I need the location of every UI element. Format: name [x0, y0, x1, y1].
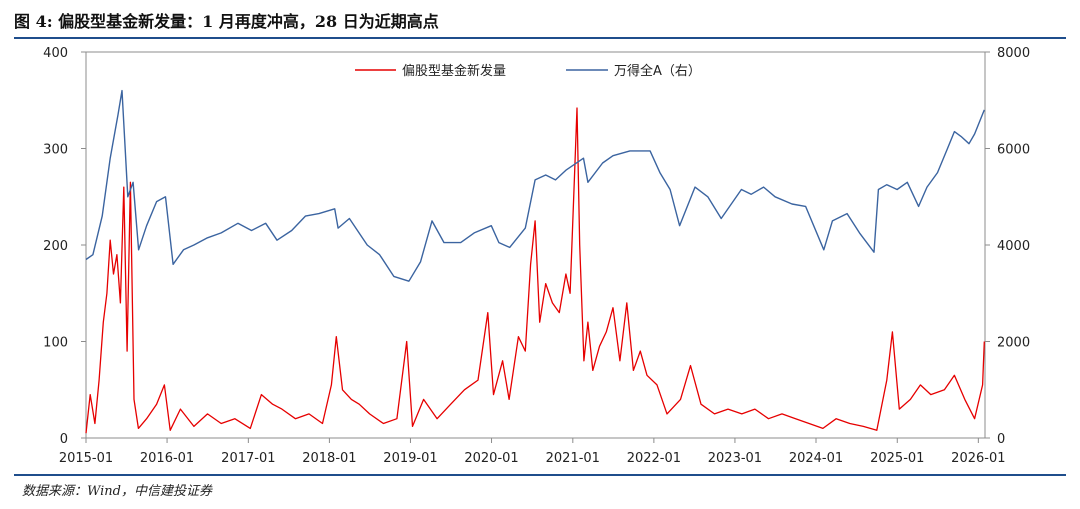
chart-series	[85, 89, 985, 434]
series-line-index	[85, 89, 985, 282]
x-tick-label: 2025-01	[870, 451, 924, 466]
series-line-fund	[85, 107, 985, 434]
y-left-tick-label: 400	[43, 46, 68, 61]
legend-label: 偏股型基金新发量	[402, 63, 506, 79]
chart-legend: 偏股型基金新发量 万得全A（右）	[355, 63, 701, 79]
plot-frame	[85, 51, 986, 439]
y-left-tick-label: 200	[43, 239, 68, 254]
x-tick-label: 2016-01	[140, 451, 194, 466]
x-tick-label: 2020-01	[464, 451, 518, 466]
title-rule	[14, 37, 1066, 39]
x-tick-label: 2021-01	[546, 451, 600, 466]
source-note: 数据来源：Wind，中信建投证券	[22, 484, 212, 499]
x-tick-label: 2023-01	[708, 451, 762, 466]
y-right-tick-label: 0	[997, 432, 1005, 447]
y-left-tick-label: 0	[60, 432, 68, 447]
x-tick-label: 2015-01	[59, 451, 113, 466]
legend-label: 万得全A（右）	[614, 63, 701, 79]
y-left-tick-label: 100	[43, 336, 68, 351]
y-left-tick-label: 300	[43, 143, 68, 158]
x-tick-label: 2024-01	[789, 451, 843, 466]
y-right-tick-label: 4000	[997, 239, 1030, 254]
x-tick-label: 2017-01	[221, 451, 275, 466]
y-right-tick-label: 6000	[997, 143, 1030, 158]
source-rule	[14, 474, 1066, 476]
figure-title: 图 4: 偏股型基金新发量：1 月再度冲高，28 日为近期高点	[14, 12, 439, 31]
x-tick-label: 2022-01	[627, 451, 681, 466]
y-right-tick-label: 8000	[997, 46, 1030, 61]
x-tick-label: 2026-01	[951, 451, 1005, 466]
x-tick-label: 2019-01	[383, 451, 437, 466]
y-right-tick-label: 2000	[997, 336, 1030, 351]
x-tick-label: 2018-01	[302, 451, 356, 466]
